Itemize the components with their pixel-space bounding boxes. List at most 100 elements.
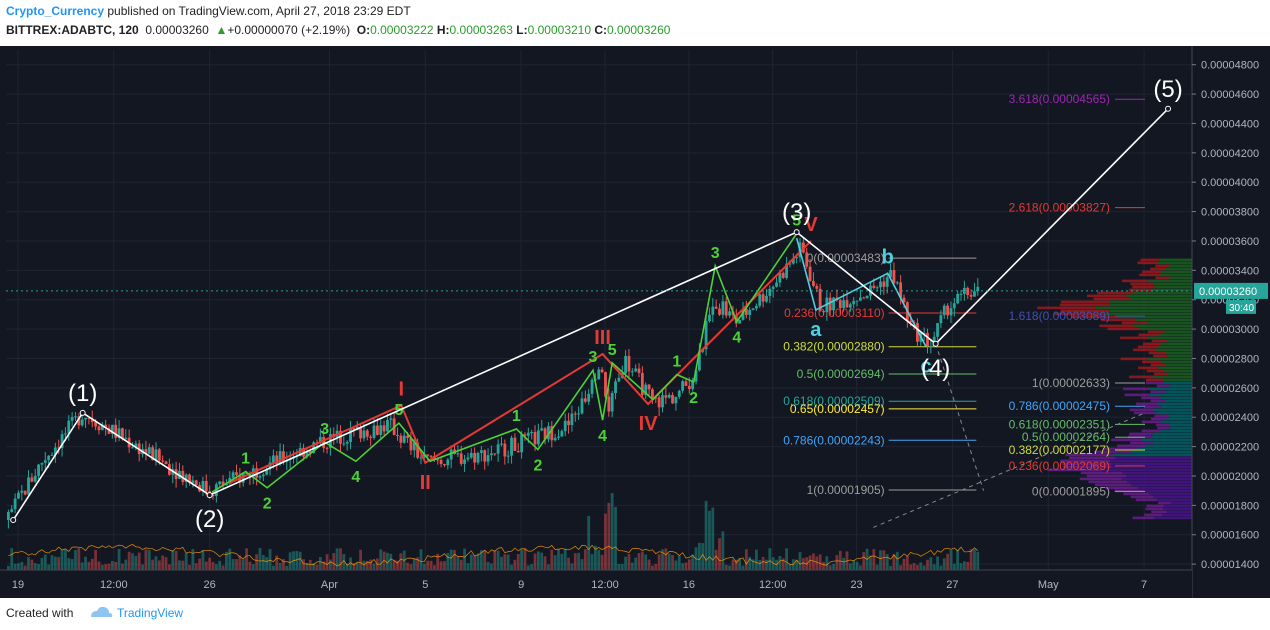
volume-profile-bar [1094,450,1131,454]
candle-body [245,472,248,474]
candle-body [275,455,279,464]
candle-body [744,309,748,315]
volume-profile-bar [1163,504,1192,508]
volume-bar [855,561,859,570]
volume-bar [822,561,825,570]
volume-profile-bar [1101,318,1136,322]
volume-bar [228,548,232,570]
volume-bar [64,549,67,570]
candle-body [721,301,725,315]
volume-bar [459,559,463,570]
volume-profile-bar [1141,438,1192,442]
candle-body [362,430,366,439]
volume-bar [563,548,567,570]
tradingview-link[interactable]: TradingView [117,606,184,620]
volume-profile-bar [1150,363,1167,367]
last-price: 0.00003260 [145,23,209,37]
volume-bar [13,563,17,570]
candle-body [496,444,500,454]
candle-body [436,459,440,461]
volume-bar [345,563,349,570]
volume-bar [691,554,695,570]
volume-bar [956,550,960,570]
candle-body [949,308,953,316]
volume-bar [198,558,201,570]
author-link[interactable]: Crypto_Currency [6,4,105,18]
candle-body [855,300,859,302]
volume-bar [466,563,470,570]
volume-bar [359,549,363,570]
volume-profile-bar [1142,270,1161,274]
volume-bar [6,565,10,570]
candle-body [151,447,155,461]
candle-body [822,311,825,313]
volume-bar [429,560,433,570]
candle-body [832,297,835,311]
volume-profile-bar [1126,474,1192,478]
volume-profile-bar [1151,435,1192,439]
volume-bar [731,559,735,570]
candle-body [53,447,57,455]
candle-body [540,428,544,431]
volume-bar [409,564,413,570]
candle-body [526,432,530,436]
candle-body [308,450,312,453]
candle-body [90,418,94,423]
projection-line [935,343,985,491]
candle-body [617,377,621,382]
volume-profile-bar [1150,399,1167,403]
volume-bar [567,557,570,570]
candle-body [181,470,185,482]
candle-body [536,430,540,445]
volume-bar [533,553,537,570]
volume-bar [825,556,829,570]
symbol-label: BITTREX:ADABTC, 120 [6,23,139,37]
candle-body [858,297,862,301]
volume-bar [469,554,473,570]
candle-body [640,372,644,395]
candle-body [117,428,121,438]
volume-bar [812,553,815,570]
volume-profile-bar [1148,387,1192,391]
candle-body [422,454,426,458]
volume-profile-bar [1122,471,1192,475]
volume-bar [339,548,342,570]
volume-profile-bar [1145,507,1163,511]
volume-bar [761,556,765,570]
candle-body [751,308,755,310]
volume-profile-bar [1143,489,1192,493]
candle-body [439,459,443,465]
price-chart[interactable]: 0(0.00003483) 0.236(0.00003110) 0.382(0.00… [0,46,1270,598]
cyan-wave-label: c [920,356,931,378]
candle-body [828,297,832,311]
volume-bar [181,560,185,570]
candle-body [144,449,148,454]
candle-body [573,413,577,415]
volume-bar [312,563,316,570]
fib-extension-label: 0.236(0.00002069) [1009,459,1110,473]
volume-bar [594,545,597,570]
candle-body [547,426,550,440]
volume-bar [208,557,212,570]
volume-profile-bar [1166,399,1192,403]
chart-area[interactable]: 0(0.00003483) 0.236(0.00003110) 0.382(0.00… [0,46,1270,598]
volume-bar [664,548,668,570]
volume-bar [288,552,292,570]
green-wave-label: 2 [689,390,698,407]
volume-profile-bar [1148,279,1192,283]
volume-profile-bar [1134,324,1192,328]
candle-body [681,381,685,391]
candle-body [406,435,409,438]
candle-body [885,277,889,287]
volume-bar [647,559,651,570]
fib-extension-label: 3.618(0.00004565) [1009,92,1110,106]
volume-bar [342,554,346,570]
candle-body [443,464,446,466]
volume-bar [620,564,624,570]
volume-profile-bar [1109,459,1192,463]
volume-bar [386,552,389,570]
volume-profile-bar [1145,378,1164,382]
candle-body [449,449,453,460]
candle-body [225,483,228,486]
volume-bar [94,549,98,570]
